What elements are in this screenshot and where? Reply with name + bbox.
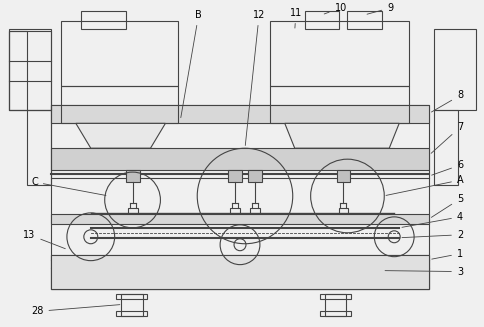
- Bar: [269, 86, 408, 123]
- Text: 7: 7: [430, 122, 462, 153]
- Text: 2: 2: [401, 230, 462, 240]
- Text: C: C: [31, 177, 106, 196]
- Text: 28: 28: [31, 305, 120, 316]
- Bar: [354, 260, 381, 282]
- Bar: [125, 170, 139, 182]
- Bar: [319, 311, 351, 316]
- Bar: [9, 31, 51, 111]
- Bar: [324, 295, 346, 316]
- Bar: [433, 29, 475, 111]
- Bar: [338, 208, 348, 214]
- Bar: [127, 208, 137, 214]
- Bar: [51, 255, 428, 289]
- Bar: [61, 21, 178, 86]
- Text: 10: 10: [323, 3, 346, 14]
- Bar: [9, 29, 51, 111]
- Text: 11: 11: [289, 8, 302, 28]
- Text: 3: 3: [384, 267, 462, 277]
- Polygon shape: [284, 123, 398, 148]
- Text: 6: 6: [431, 160, 462, 175]
- Bar: [115, 311, 147, 316]
- Bar: [86, 148, 155, 158]
- Bar: [319, 295, 351, 300]
- Bar: [115, 295, 147, 300]
- Bar: [229, 208, 240, 214]
- Bar: [121, 295, 142, 316]
- Bar: [347, 11, 381, 29]
- Text: 1: 1: [431, 249, 462, 259]
- Bar: [81, 11, 125, 29]
- Bar: [304, 11, 339, 29]
- Text: 9: 9: [366, 3, 393, 14]
- Text: 8: 8: [431, 91, 462, 112]
- Bar: [269, 21, 408, 86]
- Bar: [51, 255, 428, 289]
- Bar: [27, 111, 51, 185]
- Text: B: B: [181, 10, 201, 118]
- Bar: [51, 214, 428, 224]
- Bar: [359, 265, 377, 277]
- Bar: [51, 105, 428, 123]
- Text: A: A: [385, 175, 463, 196]
- Text: 12: 12: [245, 10, 265, 146]
- Bar: [433, 111, 457, 185]
- Text: 5: 5: [430, 194, 462, 217]
- Bar: [247, 170, 261, 182]
- Bar: [51, 105, 428, 289]
- Text: 4: 4: [401, 212, 462, 227]
- Bar: [61, 86, 178, 123]
- Bar: [227, 170, 242, 182]
- Bar: [294, 148, 393, 158]
- Bar: [51, 148, 428, 170]
- Text: 13: 13: [23, 230, 65, 249]
- Bar: [249, 208, 259, 214]
- Polygon shape: [76, 123, 165, 148]
- Bar: [336, 170, 350, 182]
- Bar: [9, 31, 27, 111]
